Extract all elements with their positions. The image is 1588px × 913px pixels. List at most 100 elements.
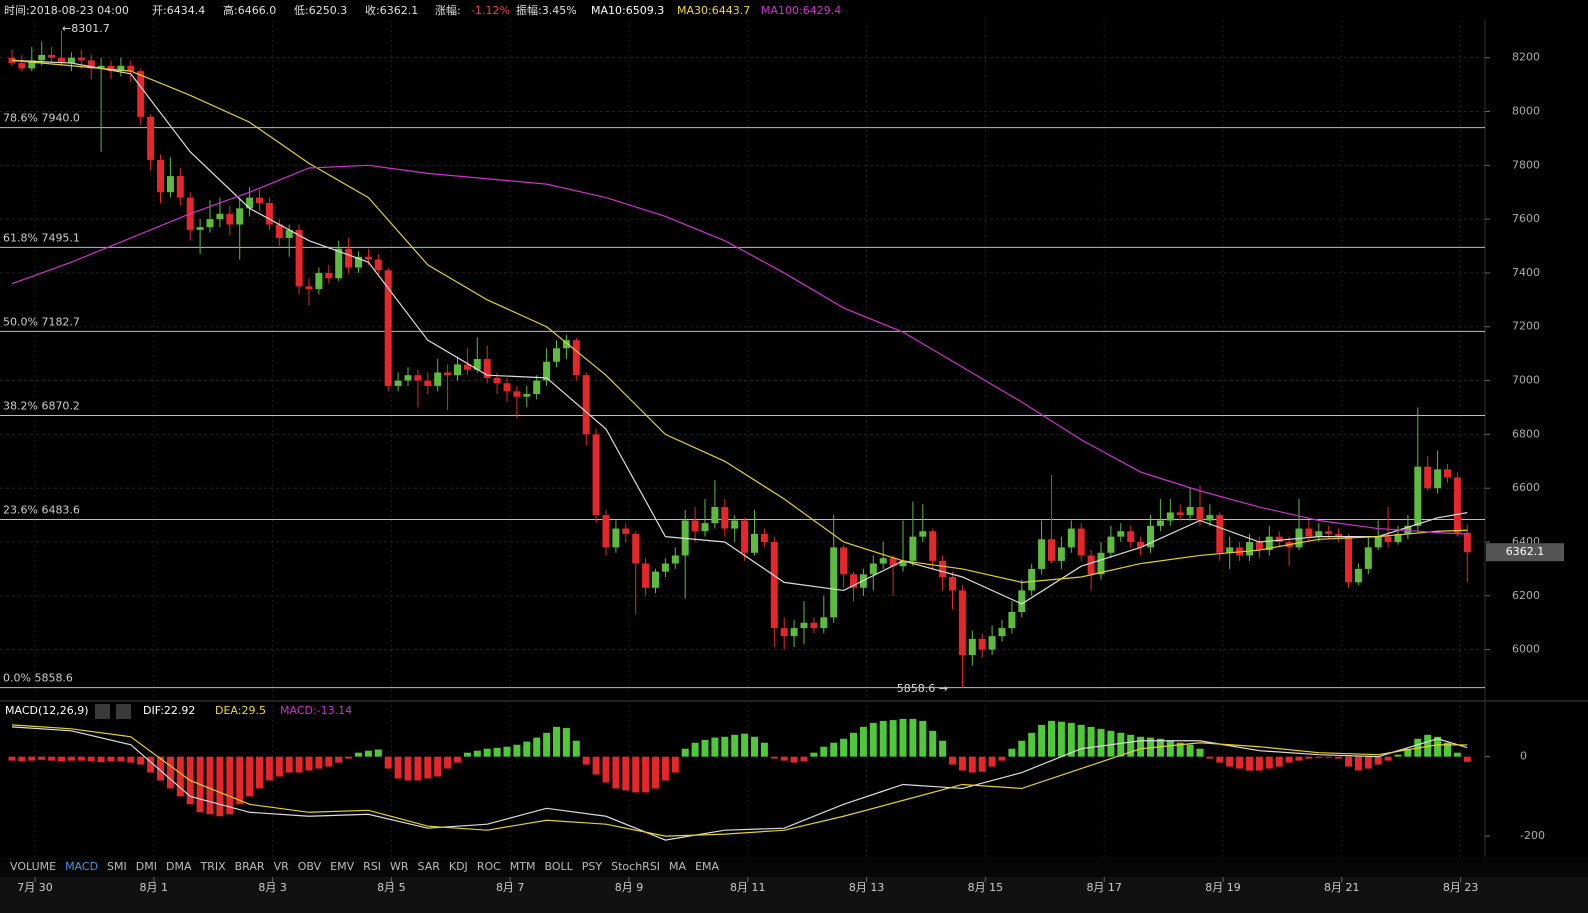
- indicator-tab[interactable]: BOLL: [545, 860, 574, 873]
- histogram-bar: [1028, 732, 1036, 757]
- histogram-bar: [1255, 756, 1263, 771]
- candle-body: [58, 57, 65, 64]
- indicator-tab[interactable]: MACD: [65, 860, 98, 873]
- indicator-tab[interactable]: DMI: [136, 860, 157, 873]
- indicator-tab[interactable]: WR: [390, 860, 409, 873]
- x-tick-label: 8月 21: [1324, 881, 1360, 894]
- candle-body: [1246, 542, 1253, 556]
- indicator-tab[interactable]: MTM: [510, 860, 536, 873]
- indicator-tab[interactable]: RSI: [363, 860, 381, 873]
- histogram-bar: [929, 730, 937, 757]
- x-tick-label: 8月 7: [496, 881, 525, 894]
- indicator-tab[interactable]: StochRSI: [611, 860, 660, 873]
- candle-body: [454, 364, 461, 376]
- y-tick-label: 6200: [1512, 589, 1540, 602]
- histogram-bar: [661, 756, 669, 781]
- header-item: -1.12%: [471, 4, 510, 17]
- histogram-bar: [1325, 756, 1333, 758]
- histogram-bar: [374, 749, 382, 757]
- tab-bar: [0, 857, 1588, 877]
- y-tick-label: 7800: [1512, 158, 1540, 171]
- candle-body: [1345, 536, 1352, 583]
- histogram-bar: [58, 756, 65, 762]
- candle-body: [67, 57, 75, 64]
- histogram-bar: [1444, 742, 1451, 757]
- histogram-bar: [751, 736, 758, 757]
- candle-body: [127, 65, 135, 72]
- indicator-line: [11, 726, 1468, 841]
- candle-body: [424, 380, 432, 386]
- indicator-tab[interactable]: VOLUME: [10, 860, 56, 873]
- histogram-bar: [1364, 756, 1372, 769]
- histogram-bar: [939, 740, 947, 757]
- x-tick-label: 8月 9: [615, 881, 644, 894]
- histogram-bar: [434, 756, 442, 777]
- header-item: MA100:6429.4: [761, 4, 841, 17]
- candle-body: [176, 176, 184, 198]
- candle-body: [770, 542, 778, 629]
- candle-body: [879, 558, 887, 564]
- candle-body: [889, 558, 897, 567]
- indicator-tab[interactable]: ROC: [477, 860, 501, 873]
- candle-body: [1315, 531, 1323, 537]
- indicator-tab[interactable]: BRAR: [235, 860, 265, 873]
- histogram-bar: [28, 756, 36, 761]
- candle-body: [265, 202, 273, 225]
- candle-body: [1008, 611, 1016, 629]
- histogram-bar: [919, 720, 927, 757]
- candle-body: [414, 375, 422, 381]
- histogram-bar: [493, 747, 501, 757]
- candle-body: [751, 533, 758, 553]
- indicator-tab[interactable]: OBV: [298, 860, 322, 873]
- y-tick-label: -200: [1520, 829, 1545, 842]
- settings-icon[interactable]: [95, 704, 110, 719]
- indicator-tab[interactable]: PSY: [582, 860, 603, 873]
- histogram-bar: [1354, 756, 1362, 771]
- indicator-tab[interactable]: MA: [669, 860, 686, 873]
- histogram-bar: [1067, 722, 1075, 757]
- indicator-line: [11, 59, 1468, 605]
- candle-body: [949, 576, 956, 591]
- indicator-tab[interactable]: EMA: [695, 860, 719, 873]
- candle-body: [909, 536, 917, 561]
- histogram-bar: [335, 756, 343, 763]
- histogram-bar: [1186, 744, 1194, 757]
- close-icon[interactable]: [116, 704, 131, 719]
- candle-body: [1394, 533, 1402, 543]
- histogram-bar: [127, 756, 135, 763]
- candle-body: [226, 213, 234, 225]
- macd-label: DIF:22.92: [143, 704, 195, 717]
- histogram-bar: [1374, 756, 1382, 765]
- candle-body: [820, 617, 828, 629]
- candle-body: [1107, 536, 1115, 553]
- indicator-tab[interactable]: VR: [274, 860, 290, 873]
- histogram-bar: [850, 732, 857, 757]
- candle-body: [206, 219, 214, 228]
- indicator-tab[interactable]: KDJ: [449, 860, 468, 873]
- histogram-bar: [1018, 740, 1026, 757]
- histogram-bar: [642, 756, 650, 793]
- candle-body: [652, 571, 659, 588]
- indicator-tab[interactable]: SAR: [418, 860, 441, 873]
- candle-body: [285, 229, 293, 238]
- histogram-bar: [216, 756, 224, 817]
- candle-body: [1077, 528, 1085, 556]
- histogram-bar: [355, 752, 362, 757]
- histogram-bar: [315, 756, 323, 769]
- histogram-bar: [176, 756, 184, 797]
- indicator-tab[interactable]: EMV: [330, 860, 354, 873]
- header-item: 开:6434.4: [152, 4, 205, 17]
- indicator-tab[interactable]: SMI: [107, 860, 127, 873]
- histogram-bar: [859, 726, 867, 757]
- candle-body: [137, 71, 145, 117]
- histogram-bar: [384, 756, 392, 769]
- histogram-bar: [1038, 724, 1046, 757]
- histogram-bar: [394, 756, 402, 779]
- candle-body: [1414, 466, 1422, 526]
- histogram-bar: [137, 756, 145, 765]
- candle-body: [513, 391, 521, 397]
- indicator-tab[interactable]: TRIX: [199, 860, 226, 873]
- histogram-bar: [265, 756, 273, 781]
- candle-body: [968, 638, 976, 656]
- indicator-tab[interactable]: DMA: [166, 860, 192, 873]
